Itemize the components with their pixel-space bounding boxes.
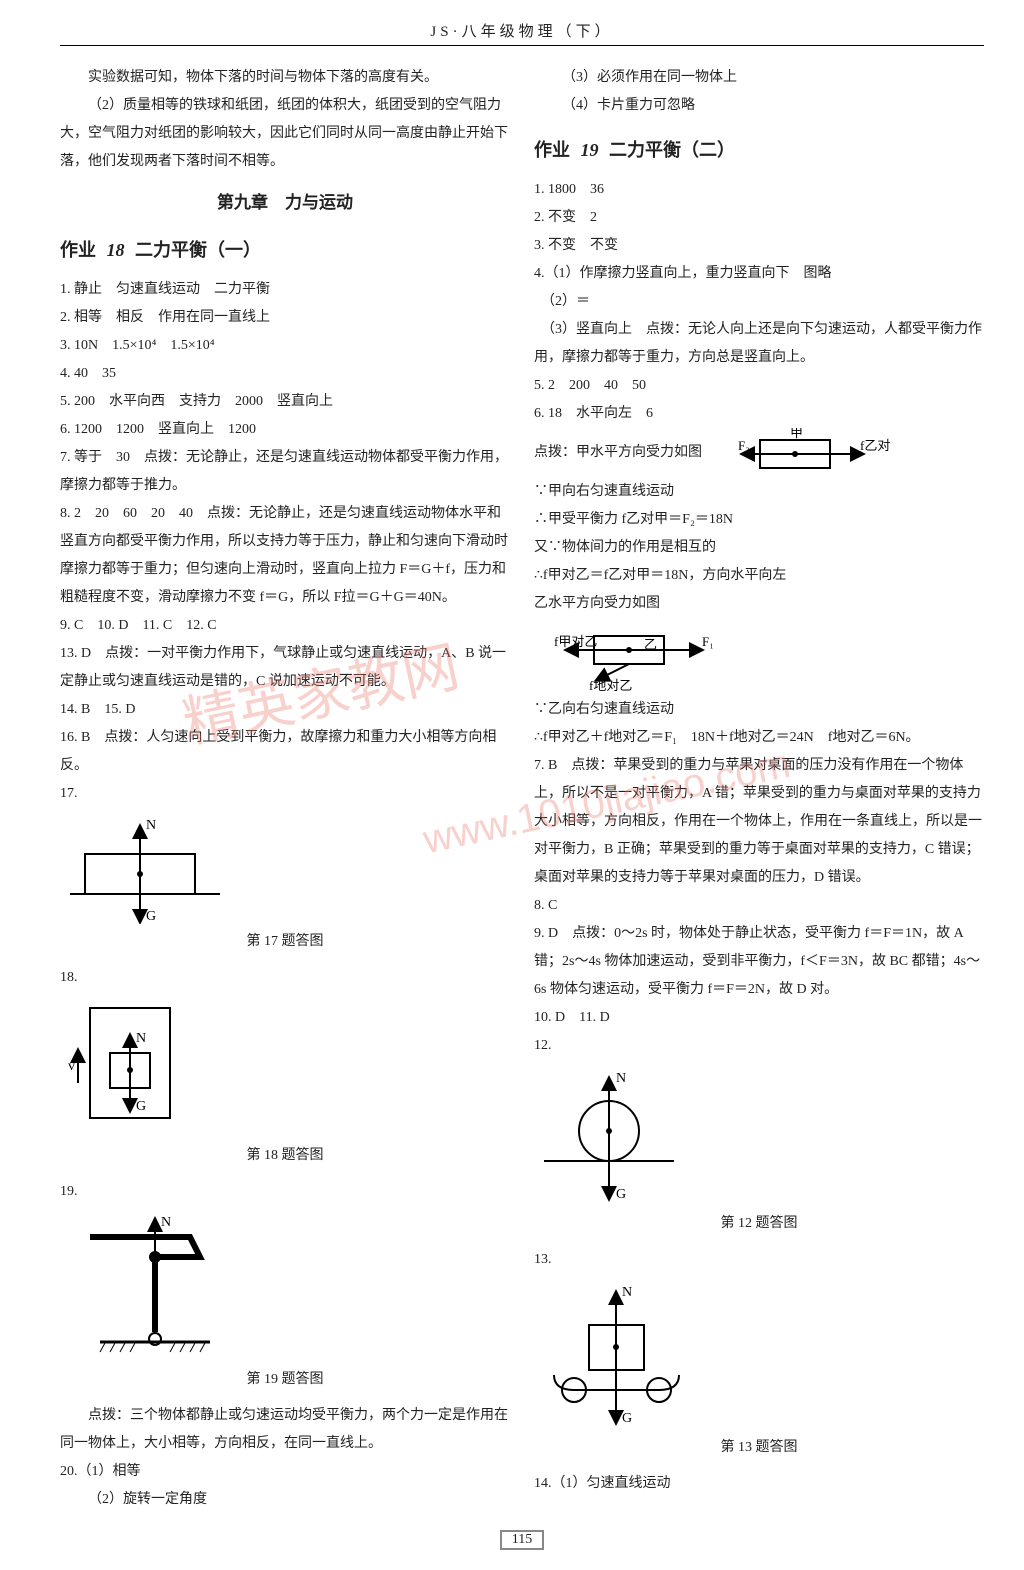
hw-name: 二力平衡（二） <box>609 140 735 160</box>
answer-line: 9. C 10. D 11. C 12. C <box>60 612 510 640</box>
answer-line: （4）卡片重力可忽略 <box>534 92 984 120</box>
svg-text:G: G <box>136 1099 146 1114</box>
answer-line: 12. <box>534 1032 984 1060</box>
figure-18: v N G <box>60 998 510 1138</box>
chapter-title: 第九章 力与运动 <box>60 186 510 220</box>
page-header: JS·八年级物理（下） <box>60 20 984 46</box>
fig17-svg: N G <box>60 814 230 924</box>
svg-text:N: N <box>146 818 156 833</box>
svg-text:f甲对乙: f甲对乙 <box>554 634 597 649</box>
answer-line: 13. D 点拨：一对平衡力作用下，气球静止或匀速直线运动，A、B 说一定静止或… <box>60 640 510 696</box>
answer-line: 10. D 11. D <box>534 1004 984 1032</box>
intro-line: （2）质量相等的铁球和纸团，纸团的体积大，纸团受到的空气阻力大，空气阻力对纸团的… <box>60 92 510 176</box>
proof-line: ∴甲受平衡力 f乙对甲＝F₂＝18N <box>534 506 984 534</box>
svg-text:F₁: F₁ <box>702 634 714 649</box>
answer-line: 2. 相等 相反 作用在同一直线上 <box>60 304 510 332</box>
answer-line: 5. 2 200 40 50 <box>534 372 984 400</box>
figure-13: N G <box>534 1280 984 1430</box>
svg-text:N: N <box>616 1071 626 1086</box>
fig6a-row: 点拨：甲水平方向受力如图 F₂ f乙对甲 甲 <box>534 428 984 478</box>
two-columns: 实验数据可知，物体下落的时间与物体下落的高度有关。 （2）质量相等的铁球和纸团，… <box>60 64 984 1514</box>
answer-line: 20.（1）相等 <box>60 1458 510 1486</box>
homework-19-title: 作业 19 二力平衡（二） <box>534 132 984 168</box>
answer-line: 1. 1800 36 <box>534 176 984 204</box>
answer-line: 9. D 点拨：0～2s 时，物体处于静止状态，受平衡力 f＝F＝1N，故 A … <box>534 920 984 1004</box>
proof-line: 乙水平方向受力如图 <box>534 590 984 618</box>
figure-19: N <box>60 1212 510 1362</box>
proof-line: 又∵物体间力的作用是相互的 <box>534 534 984 562</box>
fig17-caption: 第 17 题答图 <box>60 928 510 956</box>
answer-line: 3. 不变 不变 <box>534 232 984 260</box>
page-number: 115 <box>60 1530 984 1550</box>
figure-12: N G <box>534 1066 984 1206</box>
proof-line: ∵乙向右匀速直线运动 <box>534 696 984 724</box>
fig6b-svg: f甲对乙 F₁ f地对乙 乙 <box>534 624 724 694</box>
svg-text:N: N <box>136 1031 146 1046</box>
svg-text:G: G <box>622 1411 632 1426</box>
answer-line: 2. 不变 2 <box>534 204 984 232</box>
note6a: 点拨：甲水平方向受力如图 <box>534 439 702 467</box>
note-line: 点拨：三个物体都静止或匀速运动均受平衡力，两个力一定是作用在同一物体上，大小相等… <box>60 1402 510 1458</box>
answer-line: 8. 2 20 60 20 40 点拨：无论静止，还是匀速直线运动物体水平和竖直… <box>60 500 510 612</box>
answer-line: （2）＝ <box>534 288 984 316</box>
answer-line: （3）竖直向上 点拨：无论人向上还是向下匀速运动，人都受平衡力作用，摩擦力都等于… <box>534 316 984 372</box>
fig18-svg: v N G <box>60 998 190 1138</box>
answer-line: 3. 10N 1.5×10⁴ 1.5×10⁴ <box>60 332 510 360</box>
fig12-svg: N G <box>534 1066 684 1206</box>
svg-text:G: G <box>146 909 156 924</box>
answer-line: 19. <box>60 1178 510 1206</box>
fig12-caption: 第 12 题答图 <box>534 1210 984 1238</box>
answer-line: （3）必须作用在同一物体上 <box>534 64 984 92</box>
svg-text:v: v <box>68 1059 75 1074</box>
answer-line: 4.（1）作摩擦力竖直向上，重力竖直向下 图略 <box>534 260 984 288</box>
svg-text:N: N <box>622 1285 632 1300</box>
answer-line: 7. 等于 30 点拨：无论静止，还是匀速直线运动物体都受平衡力作用，摩擦力都等… <box>60 444 510 500</box>
answer-line: 18. <box>60 964 510 992</box>
hw-prefix: 作业 <box>534 140 570 160</box>
left-column: 实验数据可知，物体下落的时间与物体下落的高度有关。 （2）质量相等的铁球和纸团，… <box>60 64 510 1514</box>
fig6b: f甲对乙 F₁ f地对乙 乙 <box>534 624 984 694</box>
answer-line: 5. 200 水平向西 支持力 2000 竖直向上 <box>60 388 510 416</box>
svg-text:f乙对甲: f乙对甲 <box>860 438 890 453</box>
fig13-caption: 第 13 题答图 <box>534 1434 984 1462</box>
svg-text:G: G <box>616 1187 626 1202</box>
proof-line: ∴f甲对乙＋f地对乙＝F₁ 18N＋f地对乙＝24N f地对乙＝6N。 <box>534 724 984 752</box>
answer-line: 8. C <box>534 892 984 920</box>
svg-text:甲: 甲 <box>790 428 803 440</box>
figure-17: N G <box>60 814 510 924</box>
fig13-svg: N G <box>534 1280 704 1430</box>
fig19-svg: N <box>60 1212 230 1362</box>
hw-number: 19 <box>581 140 599 160</box>
answer-line: （2）旋转一定角度 <box>60 1486 510 1514</box>
answer-line: 14.（1）匀速直线运动 <box>534 1470 984 1498</box>
hw-name: 二力平衡（一） <box>135 240 261 260</box>
answer-line: 1. 静止 匀速直线运动 二力平衡 <box>60 276 510 304</box>
svg-text:f地对乙: f地对乙 <box>589 678 632 693</box>
answer-line: 16. B 点拨：人匀速向上受到平衡力，故摩擦力和重力大小相等方向相反。 <box>60 724 510 780</box>
intro-line: 实验数据可知，物体下落的时间与物体下落的高度有关。 <box>60 64 510 92</box>
svg-text:F₂: F₂ <box>738 438 750 453</box>
answer-line: 6. 1200 1200 竖直向上 1200 <box>60 416 510 444</box>
answer-line: 7. B 点拨：苹果受到的重力与苹果对桌面的压力没有作用在一个物体上，所以不是一… <box>534 752 984 892</box>
fig19-caption: 第 19 题答图 <box>60 1366 510 1394</box>
answer-line: 4. 40 35 <box>60 360 510 388</box>
svg-text:乙: 乙 <box>644 637 657 652</box>
homework-18-title: 作业 18 二力平衡（一） <box>60 232 510 268</box>
fig6a-svg: F₂ f乙对甲 甲 <box>710 428 890 478</box>
right-column: （3）必须作用在同一物体上 （4）卡片重力可忽略 作业 19 二力平衡（二） 1… <box>534 64 984 1514</box>
answer-line: 6. 18 水平向左 6 <box>534 400 984 428</box>
fig18-caption: 第 18 题答图 <box>60 1142 510 1170</box>
proof-line: ∵甲向右匀速直线运动 <box>534 478 984 506</box>
answer-line: 13. <box>534 1246 984 1274</box>
answer-line: 14. B 15. D <box>60 696 510 724</box>
hw-prefix: 作业 <box>60 240 96 260</box>
answer-line: 17. <box>60 780 510 808</box>
svg-text:N: N <box>161 1215 171 1230</box>
hw-number: 18 <box>107 240 125 260</box>
proof-line: ∴f甲对乙＝f乙对甲＝18N，方向水平向左 <box>534 562 984 590</box>
